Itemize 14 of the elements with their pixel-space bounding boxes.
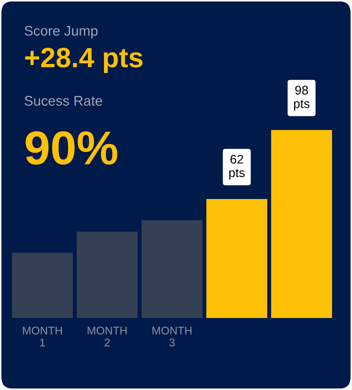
text: Sucess Rate (24, 96, 102, 106)
annotation: 90% (26, 131, 118, 165)
x-tick-label: MONTH 2 (88, 326, 127, 346)
x-tick-label: MONTH 1 (22, 326, 62, 346)
bar (206, 199, 268, 318)
data-label: 62 pts (229, 154, 245, 180)
bar (12, 252, 73, 318)
bar (76, 232, 138, 318)
x-tick-label: MONTH 3 (152, 326, 192, 346)
text: +28.4 pts (25, 48, 143, 73)
bar (142, 220, 202, 318)
data-label: 98 pts (294, 86, 310, 111)
text: Score Jump (24, 26, 98, 38)
bar (271, 130, 332, 318)
